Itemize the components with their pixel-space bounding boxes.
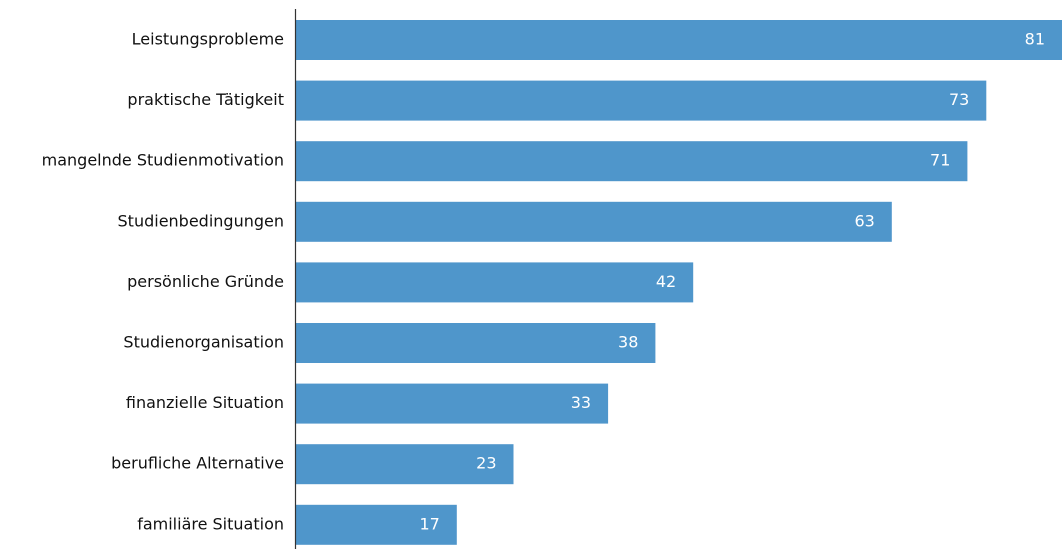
- bar: [296, 323, 656, 363]
- bar: [296, 262, 694, 303]
- bar: [296, 20, 1062, 60]
- value-label: 23: [476, 454, 496, 473]
- category-label: Leistungsprobleme: [132, 30, 284, 49]
- bars-layer: [296, 20, 1062, 545]
- value-label: 42: [656, 272, 676, 291]
- category-label: finanzielle Situation: [126, 393, 284, 412]
- category-label: persönliche Gründe: [127, 272, 284, 291]
- category-label: familiäre Situation: [137, 514, 284, 533]
- value-label: 33: [571, 393, 591, 412]
- value-label: 81: [1025, 30, 1045, 49]
- bar: [296, 383, 609, 424]
- value-label: 71: [930, 151, 950, 170]
- value-labels: 81 73 71 63 42 38 33 23 17: [419, 30, 1045, 534]
- category-labels: Leistungsprobleme praktische Tätigkeit man…: [42, 30, 284, 534]
- value-label: 63: [854, 211, 874, 230]
- bar: [296, 141, 968, 182]
- bar: [296, 504, 457, 545]
- bar: [296, 201, 892, 242]
- value-label: 73: [949, 90, 969, 109]
- value-label: 38: [618, 333, 638, 352]
- category-label: praktische Tätigkeit: [127, 90, 284, 109]
- bar: [296, 444, 514, 485]
- category-label: mangelnde Studienmotivation: [42, 151, 284, 170]
- category-label: Studienbedingungen: [118, 211, 284, 230]
- bar: [296, 80, 987, 121]
- value-label: 17: [419, 514, 439, 533]
- category-label: Studienorganisation: [123, 333, 284, 352]
- category-label: berufliche Alternative: [111, 454, 284, 473]
